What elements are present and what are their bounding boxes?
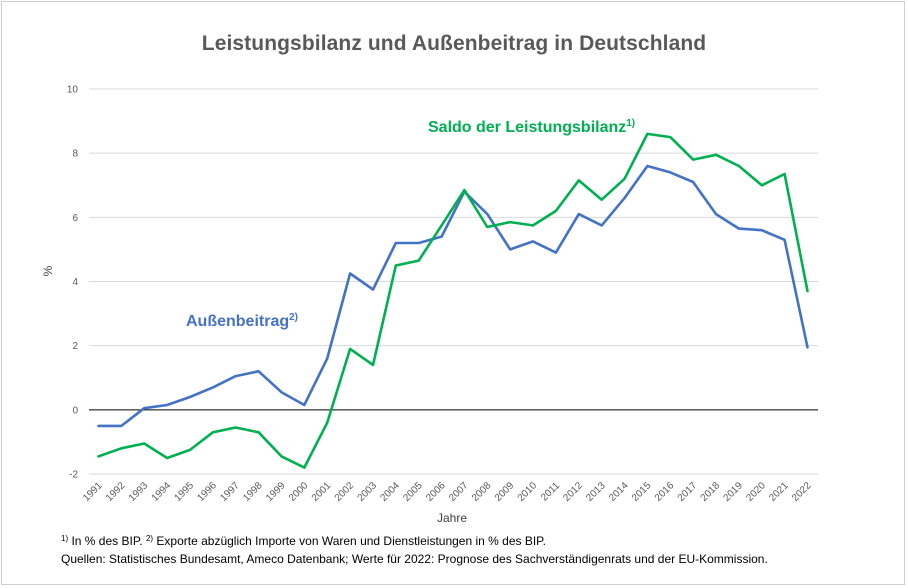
- x-tick-labels: 1991 1992 1993 1994 1995 1996 1997 1998 1999 2000…: [81, 480, 814, 504]
- y-tick-label: 2: [72, 341, 78, 352]
- series-lines: [97, 132, 809, 469]
- x-tick-label: 2012: [561, 480, 585, 504]
- x-tick-label: 2017: [676, 480, 700, 504]
- x-tick-label: 2016: [653, 480, 677, 504]
- x-tick-label: 2000: [287, 480, 311, 504]
- gridlines: [89, 88, 818, 475]
- x-tick-label: 1996: [195, 480, 219, 504]
- x-tick-label: 2013: [584, 480, 608, 504]
- series-label-leistungsbilanz: Saldo der Leistungsbilanz1): [428, 118, 635, 136]
- x-tick-label: 1993: [127, 480, 151, 504]
- x-tick-label: 2004: [378, 480, 402, 504]
- y-tick-label: 4: [72, 277, 78, 288]
- x-tick-label: 2007: [447, 480, 471, 504]
- footnotes: 1) In % des BIP. 2) Exporte abzüglich Im…: [61, 532, 768, 568]
- x-tick-label: 2014: [607, 480, 631, 504]
- x-tick-label: 2003: [356, 480, 380, 504]
- x-tick-label: 1997: [218, 480, 242, 504]
- x-tick-label: 2005: [401, 480, 425, 504]
- x-tick-label: 2019: [721, 480, 745, 504]
- x-tick-label: 1991: [81, 480, 105, 504]
- x-tick-label: 1992: [104, 480, 128, 504]
- x-tick-label: 2018: [699, 480, 723, 504]
- footnote-line-2: Quellen: Statistisches Bundesamt, Ameco …: [61, 552, 768, 566]
- footnote-line-1: 1) In % des BIP. 2) Exporte abzüglich Im…: [61, 534, 546, 548]
- y-tick-label: -2: [69, 470, 78, 481]
- y-tick-labels: -2 0 2 4 6 8 10: [67, 85, 79, 481]
- x-tick-label: 1994: [150, 480, 174, 504]
- chart-title: Leistungsbilanz und Außenbeitrag in Deut…: [201, 32, 707, 55]
- series-line-leistungsbilanz: [97, 132, 809, 469]
- x-tick-label: 2002: [333, 480, 357, 504]
- series-line-aussenbeitrag: [97, 164, 809, 428]
- y-tick-label: 6: [72, 213, 78, 224]
- x-tick-label: 2006: [424, 480, 448, 504]
- x-tick-label: 2020: [744, 480, 768, 504]
- y-axis-label: %: [41, 265, 55, 276]
- y-tick-label: 0: [72, 405, 78, 416]
- x-tick-label: 1995: [173, 480, 197, 504]
- series-label-aussenbeitrag: Außenbeitrag2): [186, 312, 298, 330]
- x-tick-label: 2011: [539, 480, 562, 503]
- x-tick-label: 2021: [767, 480, 791, 504]
- x-tick-label: 2009: [493, 480, 517, 504]
- x-tick-label: 2010: [516, 480, 540, 504]
- x-axis-label: Jahre: [437, 511, 467, 525]
- x-tick-label: 2001: [310, 480, 334, 504]
- x-tick-label: 2015: [630, 480, 654, 504]
- x-tick-label: 1999: [264, 480, 288, 504]
- x-tick-label: 2022: [790, 480, 814, 504]
- x-tick-label: 1998: [241, 480, 265, 504]
- y-tick-label: 8: [72, 149, 78, 160]
- x-tick-label: 2008: [470, 480, 494, 504]
- y-tick-label: 10: [67, 85, 79, 96]
